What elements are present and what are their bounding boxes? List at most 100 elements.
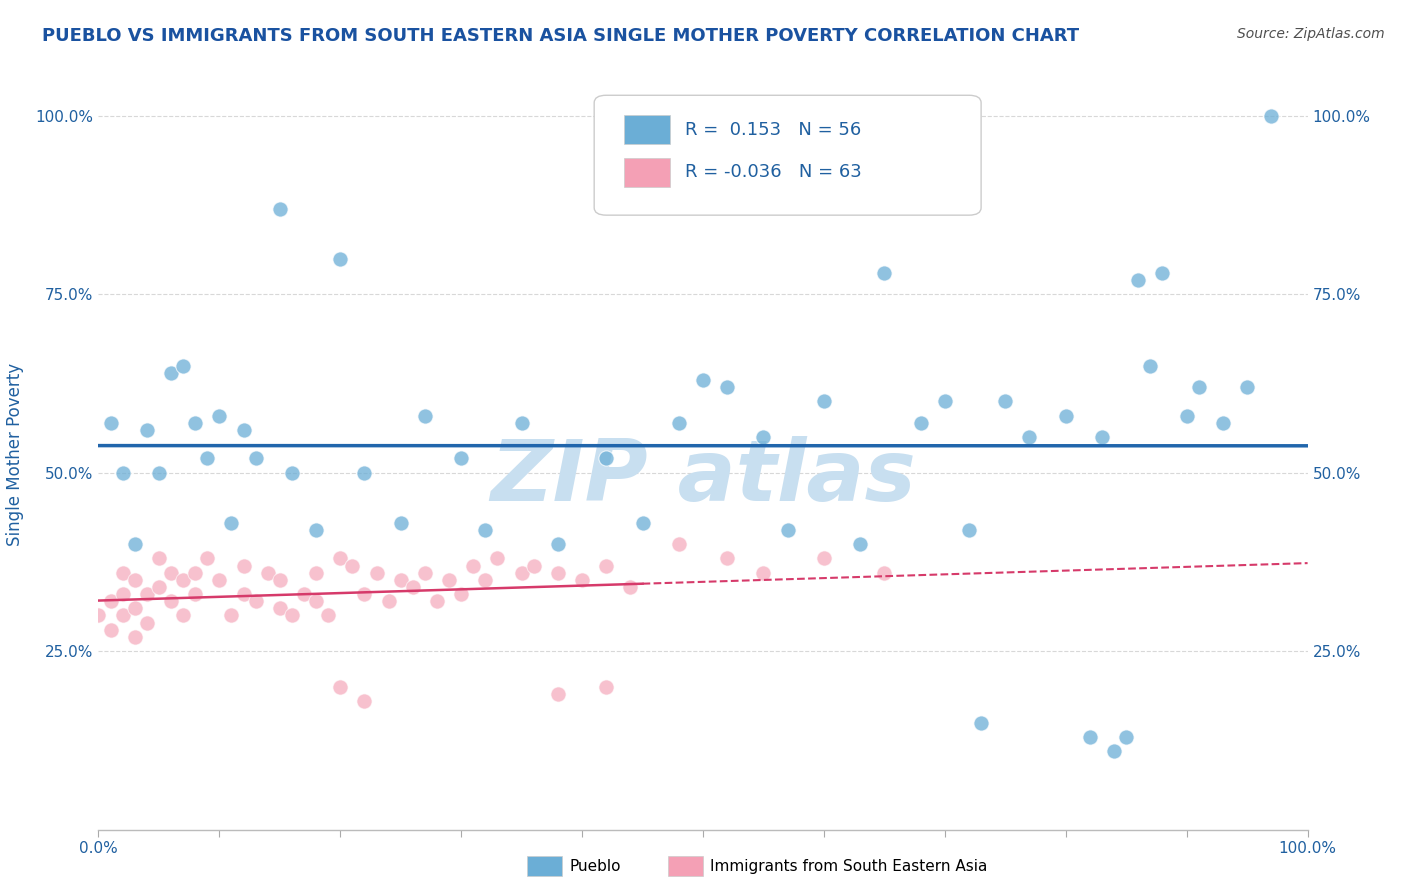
Point: [245, 451, 267, 466]
Point: [160, 366, 183, 380]
Point: [547, 566, 569, 580]
Point: [1152, 266, 1174, 280]
Point: [353, 466, 375, 480]
Point: [1115, 730, 1137, 744]
Point: [1188, 380, 1211, 394]
Point: [100, 594, 122, 608]
Point: [437, 573, 460, 587]
FancyBboxPatch shape: [624, 115, 671, 144]
Point: [342, 558, 364, 573]
Point: [426, 594, 449, 608]
Point: [100, 416, 122, 430]
Point: [195, 451, 218, 466]
Point: [631, 516, 654, 530]
Point: [245, 594, 267, 608]
Point: [160, 594, 183, 608]
Point: [595, 558, 617, 573]
Point: [135, 615, 157, 630]
Point: [389, 573, 412, 587]
Point: [970, 715, 993, 730]
Text: R =  0.153   N = 56: R = 0.153 N = 56: [685, 120, 860, 139]
Point: [269, 601, 291, 615]
Point: [1212, 416, 1234, 430]
Point: [208, 573, 231, 587]
Point: [486, 551, 509, 566]
Point: [111, 608, 134, 623]
Point: [413, 409, 436, 423]
Point: [752, 566, 775, 580]
Point: [148, 551, 170, 566]
Point: [752, 430, 775, 444]
Point: [523, 558, 546, 573]
Point: [873, 266, 896, 280]
Point: [184, 566, 207, 580]
Point: [692, 373, 714, 387]
Point: [450, 587, 472, 601]
Point: [547, 687, 569, 701]
Point: [329, 551, 352, 566]
Point: [305, 566, 328, 580]
Point: [813, 551, 835, 566]
Point: [316, 608, 339, 623]
Point: [184, 587, 207, 601]
Point: [329, 680, 352, 694]
Point: [124, 630, 146, 644]
Point: [873, 566, 896, 580]
Point: [1102, 744, 1125, 758]
Point: [100, 623, 122, 637]
Point: [305, 594, 328, 608]
Point: [510, 566, 533, 580]
Point: [377, 594, 399, 608]
FancyBboxPatch shape: [624, 158, 671, 186]
Point: [910, 416, 932, 430]
Point: [135, 587, 157, 601]
Point: [668, 416, 690, 430]
Point: [148, 580, 170, 594]
Point: [221, 608, 243, 623]
Point: [184, 416, 207, 430]
Text: ZIP atlas: ZIP atlas: [491, 436, 915, 519]
Point: [172, 573, 194, 587]
Point: [716, 380, 738, 394]
Text: R = -0.036   N = 63: R = -0.036 N = 63: [685, 163, 862, 181]
Point: [269, 573, 291, 587]
Point: [305, 523, 328, 537]
Text: Pueblo: Pueblo: [569, 859, 621, 873]
Point: [1128, 273, 1150, 287]
Point: [111, 566, 134, 580]
Point: [547, 537, 569, 551]
Point: [256, 566, 278, 580]
Point: [389, 516, 412, 530]
Point: [124, 537, 146, 551]
Point: [221, 516, 243, 530]
Point: [934, 394, 956, 409]
Point: [463, 558, 485, 573]
Point: [366, 566, 388, 580]
Point: [450, 451, 472, 466]
Point: [1078, 730, 1101, 744]
Point: [232, 558, 254, 573]
Point: [402, 580, 425, 594]
Point: [619, 580, 641, 594]
Point: [1018, 430, 1040, 444]
Y-axis label: Single Mother Poverty: Single Mother Poverty: [7, 363, 24, 547]
Point: [172, 608, 194, 623]
Point: [111, 466, 134, 480]
Point: [195, 551, 218, 566]
Point: [668, 537, 690, 551]
Point: [1236, 380, 1258, 394]
Point: [776, 523, 799, 537]
FancyBboxPatch shape: [595, 95, 981, 215]
Point: [160, 566, 183, 580]
Text: PUEBLO VS IMMIGRANTS FROM SOUTH EASTERN ASIA SINGLE MOTHER POVERTY CORRELATION C: PUEBLO VS IMMIGRANTS FROM SOUTH EASTERN …: [42, 27, 1080, 45]
Point: [353, 694, 375, 708]
Text: Source: ZipAtlas.com: Source: ZipAtlas.com: [1237, 27, 1385, 41]
Point: [571, 573, 593, 587]
Point: [87, 608, 110, 623]
Point: [148, 466, 170, 480]
Point: [172, 359, 194, 373]
Point: [1139, 359, 1161, 373]
Point: [208, 409, 231, 423]
Point: [269, 202, 291, 216]
Text: Immigrants from South Eastern Asia: Immigrants from South Eastern Asia: [710, 859, 987, 873]
